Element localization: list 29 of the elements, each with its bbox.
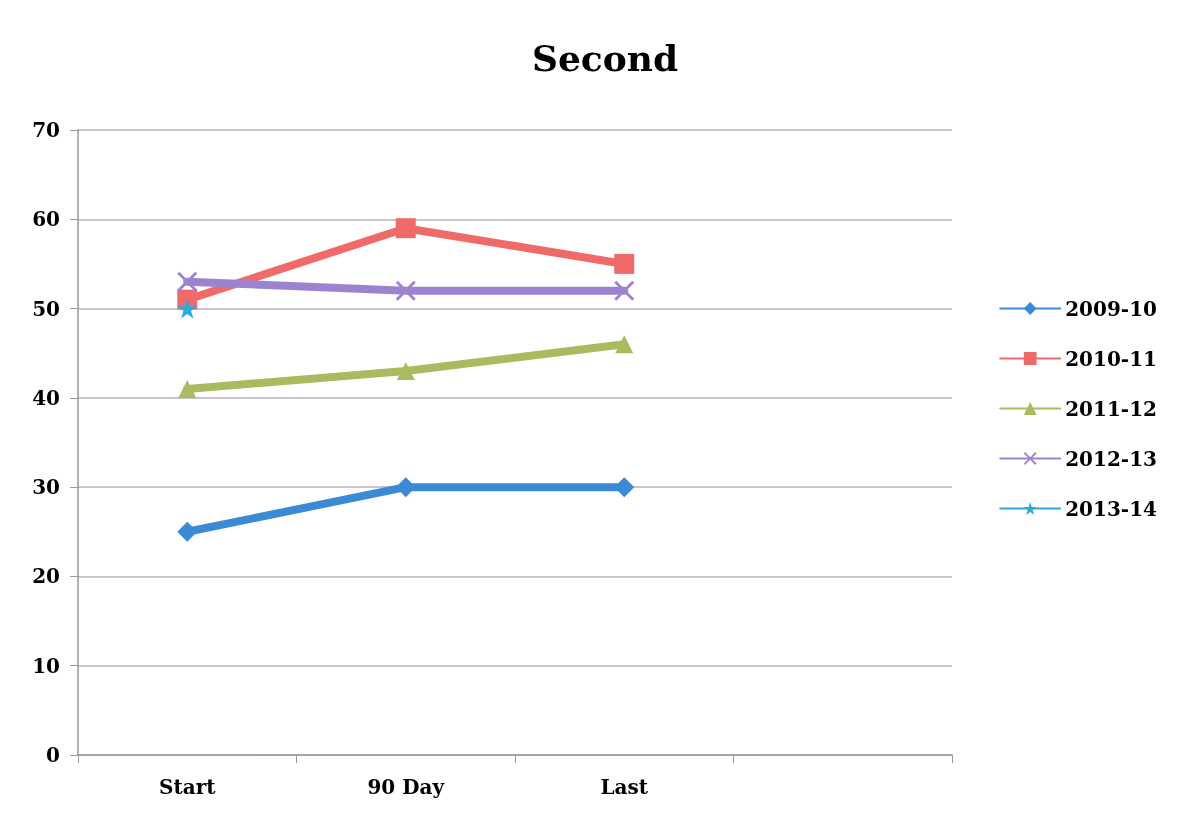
x-tick-label: Start (159, 775, 217, 799)
y-tick-label: 60 (32, 207, 60, 232)
y-tick-label: 30 (32, 475, 60, 500)
x-tick-label: Last (600, 775, 649, 799)
y-tick-label: 0 (46, 743, 60, 767)
y-tick-label: 50 (32, 296, 60, 321)
point (614, 253, 635, 274)
point (177, 271, 198, 292)
point (177, 521, 198, 542)
legend-label: 2013-14 (1065, 496, 1158, 521)
point (395, 280, 416, 301)
legend-label: 2012-13 (1065, 446, 1157, 471)
point (395, 477, 416, 498)
y-tick-label: 70 (32, 118, 60, 142)
y-tick-label: 40 (32, 385, 60, 410)
legend-label: 2010-11 (1065, 346, 1157, 371)
x-tick-label: 90 Day (367, 775, 446, 799)
y-tick-label: 10 (32, 653, 60, 678)
y-tick-label: 20 (32, 564, 60, 589)
legend-label: 2011-12 (1065, 396, 1157, 421)
point (396, 362, 415, 381)
point (615, 335, 634, 354)
chart-title: Second (531, 37, 679, 79)
point (177, 298, 198, 319)
point (395, 218, 416, 239)
point (178, 379, 197, 398)
point (614, 477, 635, 498)
legend-label: 2009-10 (1065, 296, 1157, 321)
point (614, 280, 635, 301)
